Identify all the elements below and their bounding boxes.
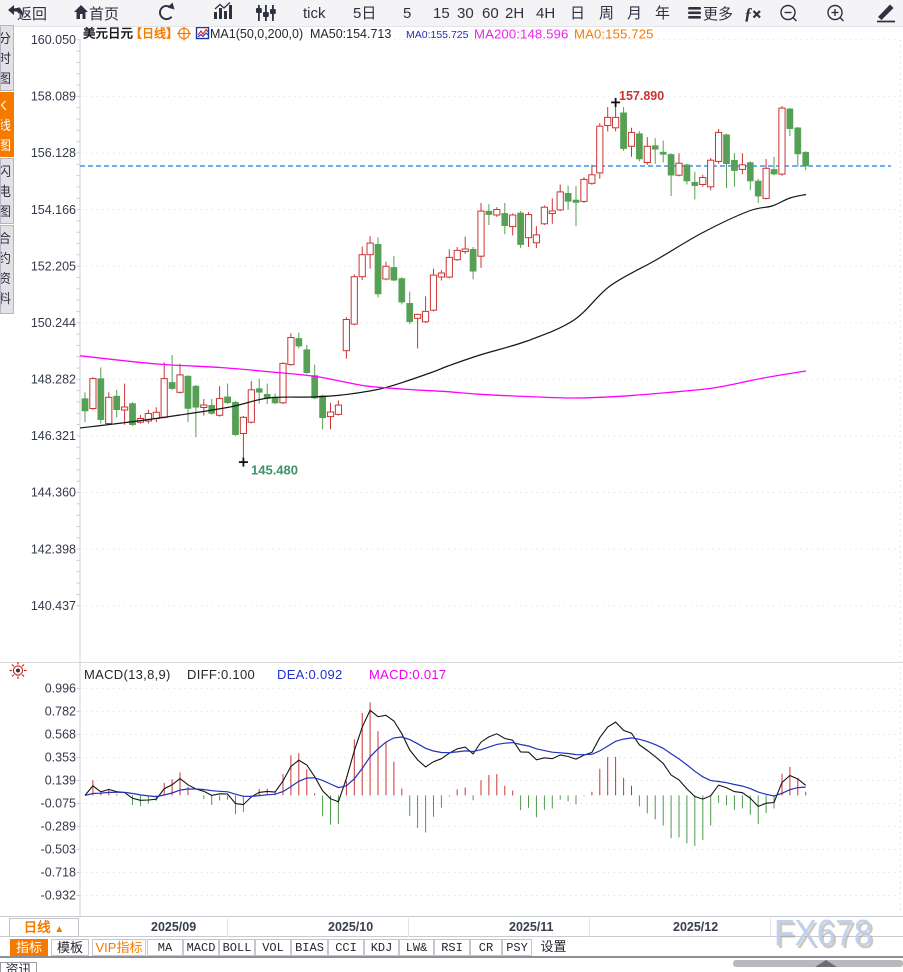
svg-text:MA50:154.713: MA50:154.713 — [310, 27, 391, 41]
svg-text:年: 年 — [655, 5, 670, 22]
svg-text:-0.075: -0.075 — [41, 797, 76, 811]
svg-text:157.890: 157.890 — [619, 89, 664, 103]
svg-text:144.360: 144.360 — [31, 486, 76, 500]
svg-text:MA200:148.596: MA200:148.596 — [474, 27, 568, 42]
svg-text:0.782: 0.782 — [45, 705, 76, 719]
svg-text:0.353: 0.353 — [45, 751, 76, 765]
svg-text:MA1(50,0,200,0): MA1(50,0,200,0) — [210, 27, 303, 41]
svg-text:156.128: 156.128 — [31, 146, 76, 160]
svg-text:【日线】: 【日线】 — [130, 26, 178, 41]
svg-text:0.139: 0.139 — [45, 774, 76, 788]
svg-text:MACD(13,8,9): MACD(13,8,9) — [84, 667, 171, 682]
svg-text:更多: 更多 — [703, 6, 733, 23]
svg-text:140.437: 140.437 — [31, 599, 76, 613]
svg-text:4H: 4H — [536, 5, 555, 22]
svg-text:152.205: 152.205 — [31, 259, 76, 273]
svg-text:60: 60 — [482, 5, 499, 22]
svg-text:MACD:0.017: MACD:0.017 — [369, 667, 446, 682]
svg-text:首页: 首页 — [89, 6, 119, 23]
svg-text:146.321: 146.321 — [31, 429, 76, 443]
svg-text:30: 30 — [457, 5, 474, 22]
svg-text:-0.932: -0.932 — [41, 889, 76, 903]
svg-text:15: 15 — [433, 5, 450, 22]
svg-text:150.244: 150.244 — [31, 316, 76, 330]
svg-text:158.089: 158.089 — [31, 90, 76, 104]
svg-text:0.996: 0.996 — [45, 682, 76, 696]
svg-text:5: 5 — [403, 5, 411, 22]
svg-text:返回: 返回 — [17, 6, 47, 23]
svg-text:周: 周 — [599, 5, 614, 22]
svg-text:145.480: 145.480 — [251, 463, 298, 478]
svg-text:DEA:0.092: DEA:0.092 — [277, 667, 343, 682]
svg-text:MA0:155.725: MA0:155.725 — [406, 29, 469, 41]
svg-text:0.568: 0.568 — [45, 728, 76, 742]
svg-text:142.398: 142.398 — [31, 542, 76, 556]
svg-text:tick: tick — [303, 5, 326, 22]
svg-text:2H: 2H — [505, 5, 524, 22]
svg-text:-0.503: -0.503 — [41, 843, 76, 857]
svg-text:5日: 5日 — [353, 5, 376, 22]
svg-text:-0.289: -0.289 — [41, 820, 76, 834]
svg-text:月: 月 — [627, 5, 642, 22]
svg-text:160.050: 160.050 — [31, 33, 76, 47]
svg-text:DIFF:0.100: DIFF:0.100 — [187, 667, 255, 682]
svg-text:154.166: 154.166 — [31, 203, 76, 217]
svg-text:-0.718: -0.718 — [41, 866, 76, 880]
svg-text:148.282: 148.282 — [31, 373, 76, 387]
svg-text:美元日元: 美元日元 — [83, 26, 134, 41]
svg-text:ƒ: ƒ — [744, 4, 753, 23]
svg-text:MA0:155.725: MA0:155.725 — [574, 27, 654, 42]
svg-text:日: 日 — [570, 5, 585, 22]
